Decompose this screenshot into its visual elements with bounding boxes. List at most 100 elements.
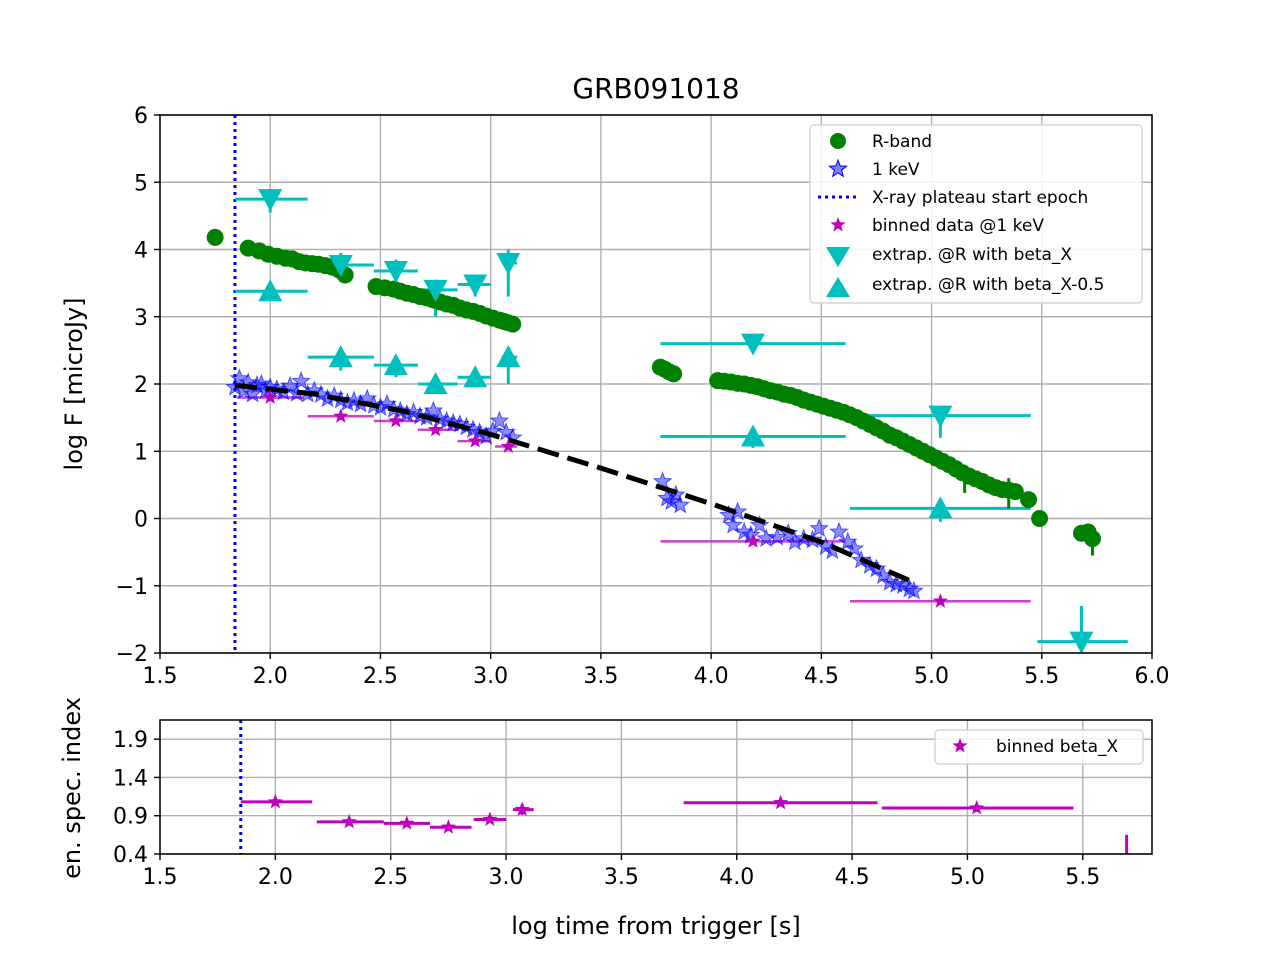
r-band-point [1006,483,1024,501]
legend-star-beta [952,738,968,753]
xray-1kev-point [280,375,300,395]
top-ytick-label: 4 [134,239,148,264]
bottom-xtick-label: 1.5 [143,865,178,890]
bottom-xtick-label: 5.0 [950,865,985,890]
legend-item-binned-data: binned data @1 keV [830,216,1044,236]
extrap-beta-x-point [423,279,448,302]
legend-label-r-band: R-band [872,132,932,152]
bottom-ytick-label: 1.4 [113,766,148,791]
binned-data-point [500,438,516,453]
extrap-beta-x-05-point [423,372,448,394]
bottom-xtick-label: 2.0 [258,865,293,890]
top-xtick-label: 2.5 [363,664,398,689]
xray-1kev-point [904,580,924,600]
beta-x-point [341,813,357,829]
beta-x-point [773,794,789,810]
xray-1kev-point [723,514,744,534]
legend-item-r-band: R-band [830,132,932,152]
xray-1kev-point [756,528,777,548]
xray-1kev-point [829,521,849,541]
legend-star-magenta [830,217,846,232]
extrap-beta-x-05-point [928,496,953,519]
legend-label-binned-data: binned data @1 keV [872,216,1044,236]
top-xtick-label: 6.0 [1135,664,1170,689]
bottom-ytick-label: 0.9 [113,805,148,830]
beta-x-point [399,815,415,830]
beta-x-point [969,800,985,815]
top-xtick-label: 4.5 [804,664,839,689]
beta-x-point [482,811,498,826]
top-ytick-label: 5 [134,171,148,196]
xray-1kev-point [242,383,263,403]
top-ytick-label: 0 [134,508,148,533]
extrap-beta-x-point [258,189,283,212]
xray-1kev-point [423,400,444,420]
top-xtick-label: 5.0 [914,664,949,689]
xray-1kev-point [489,410,510,430]
extrap-beta-x-point [496,252,521,275]
legend-item-extrap-down: extrap. @R with beta_X [826,245,1072,267]
extrap-beta-x-05-point [496,345,521,368]
xray-1kev-point [652,471,673,490]
xray-1kev-point [886,573,907,593]
r-band-point [206,228,224,246]
top-xtick-label: 1.5 [143,664,178,689]
bottom-axes-frame [159,719,1153,855]
xray-1kev-point [809,518,830,538]
r-band-point [665,365,683,383]
xray-1kev-point [403,401,424,421]
xray-1kev-point [229,368,250,388]
legend-label-extrap-up: extrap. @R with beta_X-0.5 [872,275,1104,295]
bottom-xtick-label: 3.5 [604,865,639,890]
legend-item-plateau: X-ray plateau start epoch [818,188,1088,208]
top-ylabel: log F [microJy] [60,298,88,471]
top-ytick-label: −1 [116,575,148,600]
top-xtick-label: 5.5 [1024,664,1059,689]
r-band-point [1020,491,1038,509]
bottom-ytick-label: 0.4 [113,843,148,868]
extrap-beta-x-point [383,261,408,284]
legend-item-1kev: 1 keV [828,158,920,180]
top-plot-area [206,115,1128,654]
bottom-plot-area [239,720,1129,854]
binned-data-point [388,413,404,428]
chart-title: GRB091018 [572,72,739,105]
xray-1kev-point [892,575,913,595]
extrap-beta-x-05-point [328,345,353,368]
bottom-xtick-label: 2.5 [373,865,408,890]
beta-x-point [514,801,530,817]
top-ytick-label: −2 [116,642,148,667]
legend-label-beta: binned beta_X [996,737,1119,757]
xray-1kev-point [734,521,755,541]
binned-data-point [427,421,444,437]
top-legend: R-band 1 keV X-ray plateau start epoch b… [809,124,1143,304]
top-xtick-label: 2.0 [253,664,288,689]
bottom-ytick-label: 1.9 [113,728,148,753]
top-ytick-label: 3 [134,306,148,331]
bottom-ylabel: en. spec. index [58,697,86,879]
top-panel-flux: GRB091018 1.5 2.0 2.5 3.0 3.5 4.0 4.5 5.0 5.5 6.0… [60,72,1170,689]
top-ytick-label: 1 [134,440,148,465]
top-xtick-label: 3.5 [583,664,618,689]
bottom-xtick-label: 4.0 [719,865,754,890]
bottom-xtick-label: 3.0 [489,865,524,890]
binned-data-point [932,593,948,608]
binned-data-point [333,408,349,423]
extrap-beta-x-point [1069,631,1094,654]
binned-data-point [262,389,278,404]
top-ticks: 1.5 2.0 2.5 3.0 3.5 4.0 4.5 5.0 5.5 6.0 −2 −1 0 1 2 3 4 5… [116,104,1170,689]
extrap-beta-x-05-point [258,279,283,302]
extrap-beta-x-05-point [383,353,408,376]
xray-1kev-point [767,526,788,546]
extrap-beta-x-point [328,254,353,277]
xray-1kev-point [844,538,865,558]
extrap-beta-x-point [740,333,765,356]
beta-x-point [267,793,283,809]
bottom-xtick-label: 4.5 [835,865,870,890]
top-ytick-label: 2 [134,373,148,398]
extrap-beta-x-point [463,274,488,297]
bottom-ticks: 1.5 2.0 2.5 3.0 3.5 4.0 4.5 5.0 5.5 0.4 0.9 1.4 1.9 [113,728,1100,890]
xray-1kev-point [749,514,770,534]
legend-star-blue [828,158,848,178]
extrap-beta-x-point [928,405,953,428]
